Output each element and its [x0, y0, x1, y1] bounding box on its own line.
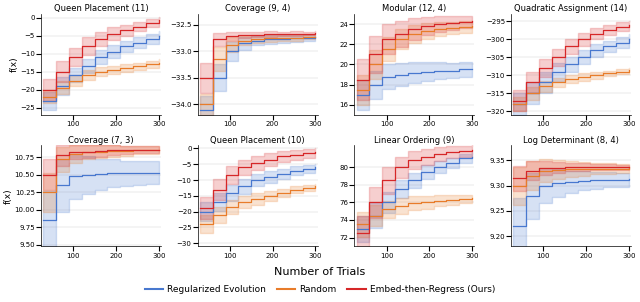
Title: Queen Placement (11): Queen Placement (11) — [54, 4, 148, 13]
Title: Coverage (7, 3): Coverage (7, 3) — [68, 136, 134, 145]
Title: Coverage (9, 4): Coverage (9, 4) — [225, 4, 291, 13]
Title: Linear Ordering (9): Linear Ordering (9) — [374, 136, 454, 145]
Title: Queen Placement (10): Queen Placement (10) — [211, 136, 305, 145]
Y-axis label: f(x): f(x) — [4, 188, 13, 204]
Legend: Regularized Evolution, Random, Embed-then-Regress (Ours): Regularized Evolution, Random, Embed-the… — [141, 281, 499, 297]
Text: Number of Trials: Number of Trials — [275, 267, 365, 277]
Title: Modular (12, 4): Modular (12, 4) — [382, 4, 447, 13]
Y-axis label: f(x): f(x) — [10, 57, 19, 72]
Title: Quadratic Assignment (14): Quadratic Assignment (14) — [515, 4, 628, 13]
Title: Log Determinant (8, 4): Log Determinant (8, 4) — [523, 136, 619, 145]
